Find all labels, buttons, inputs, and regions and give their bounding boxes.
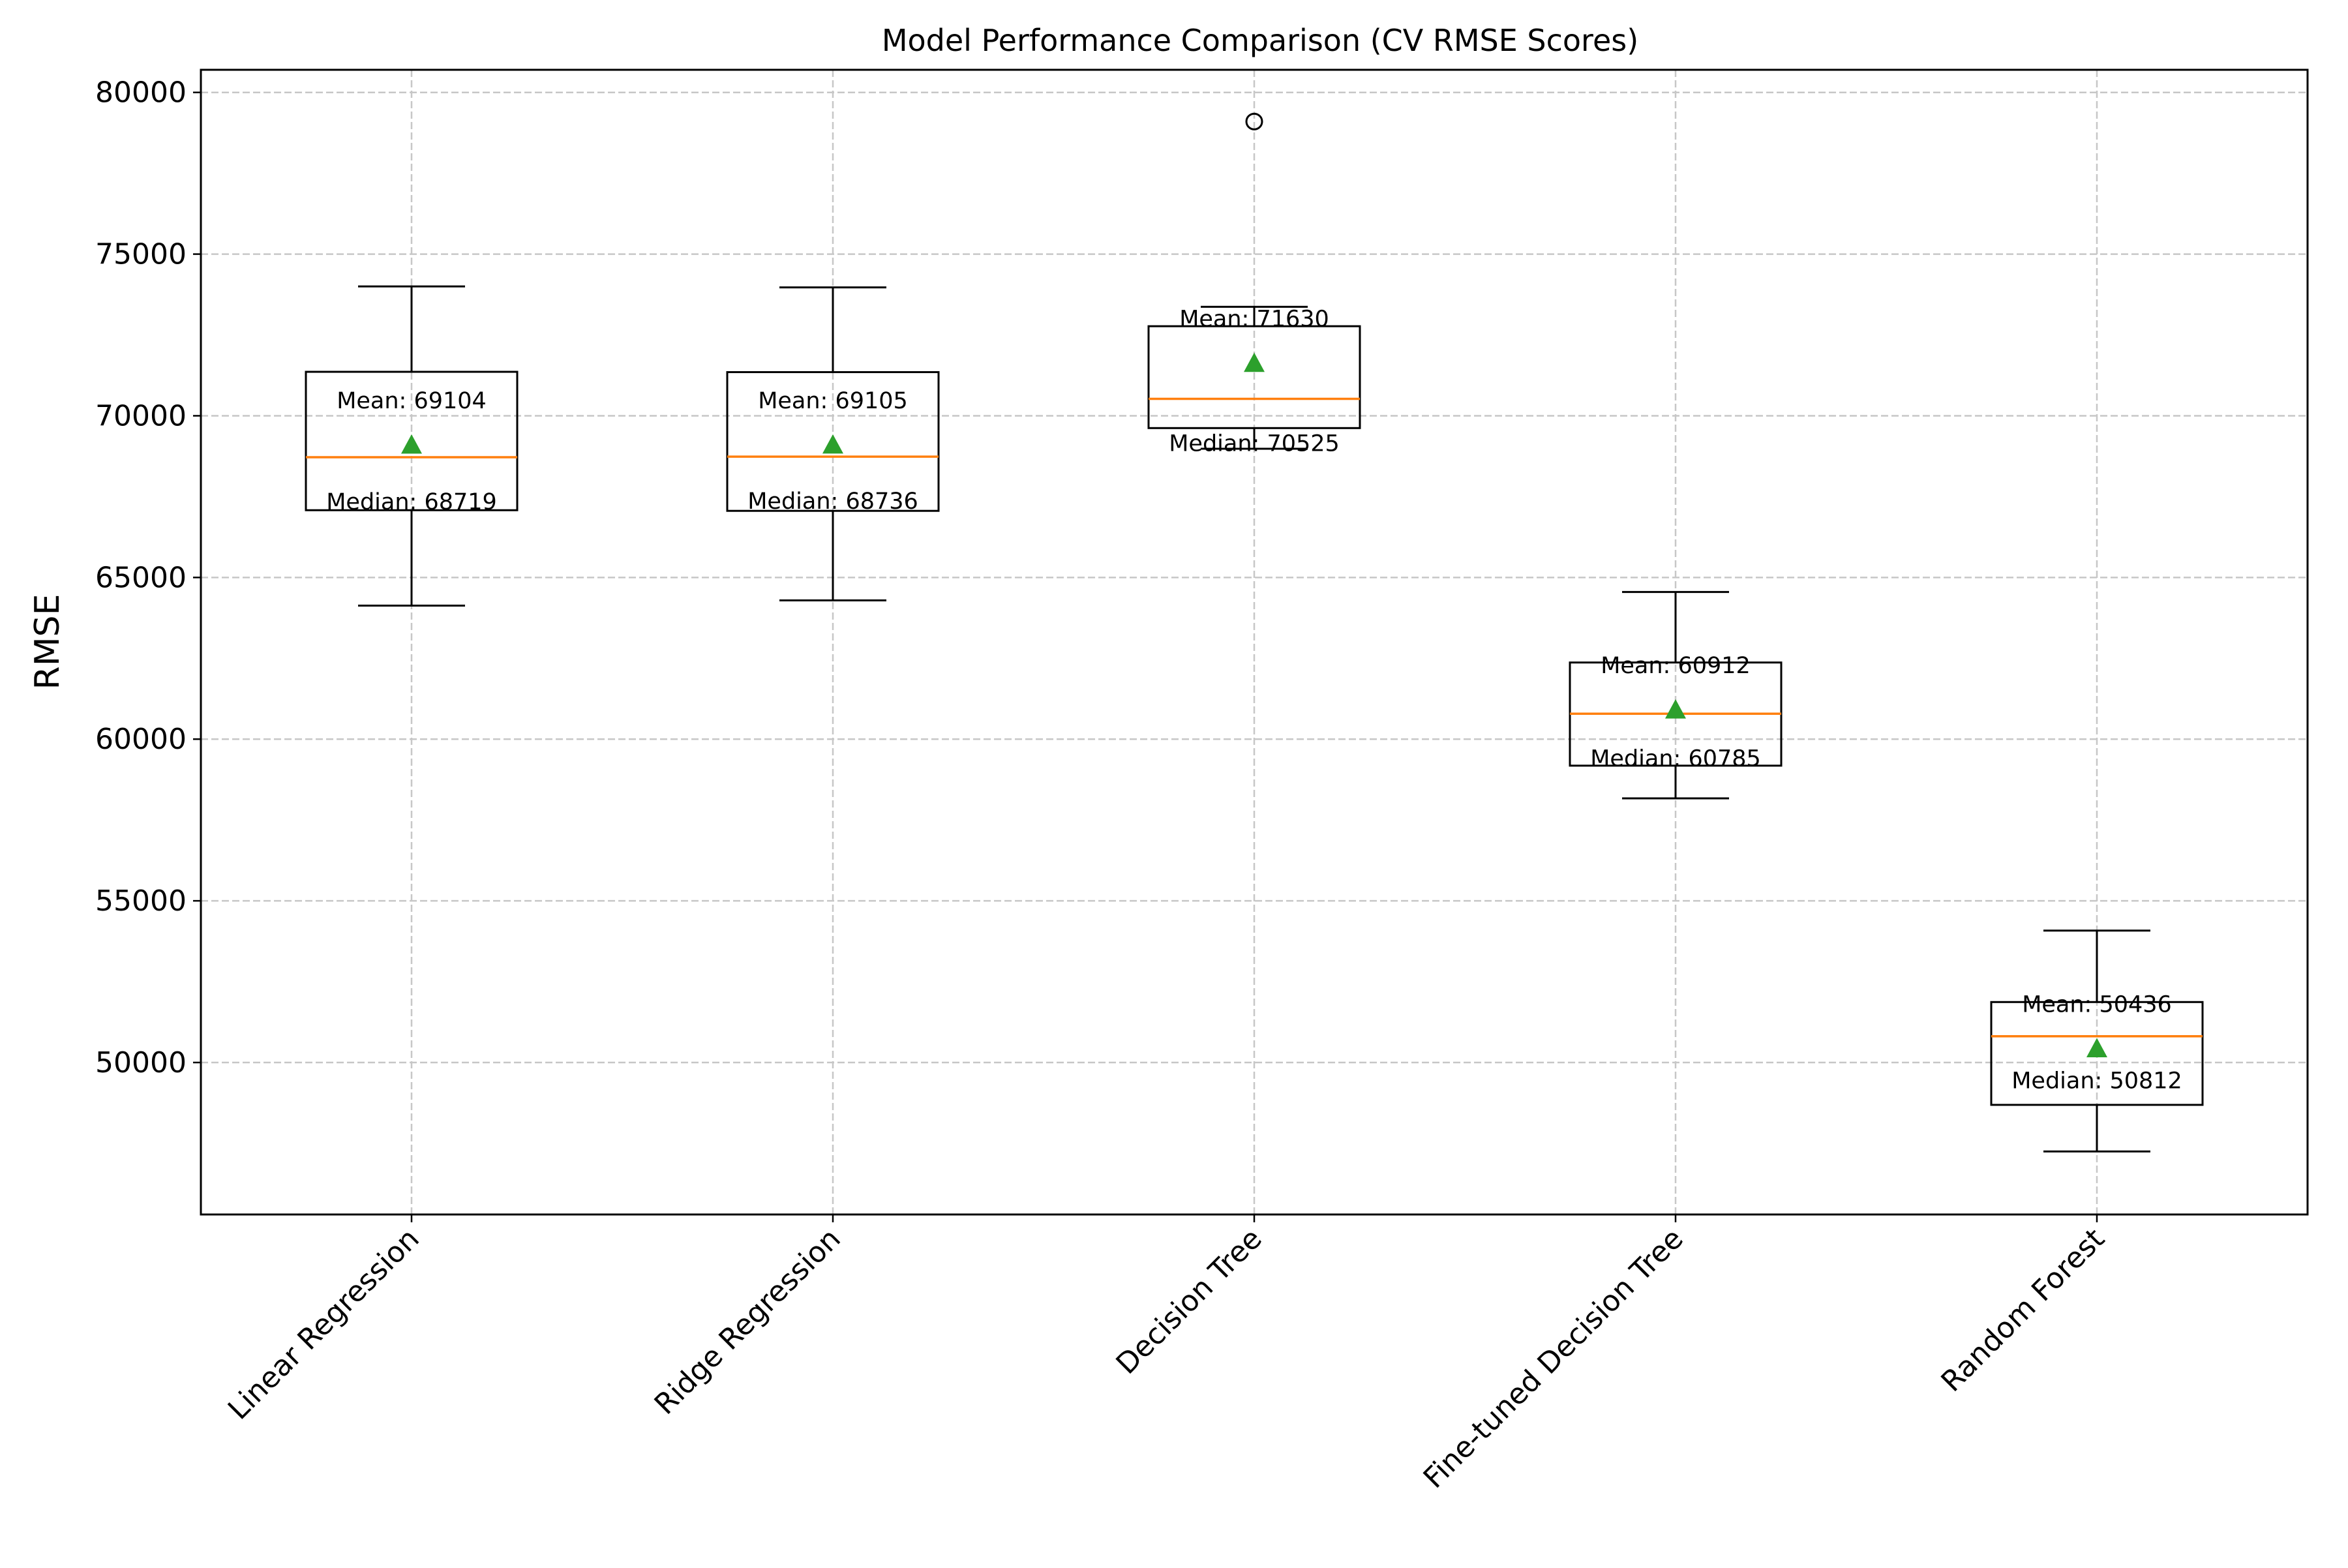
y-tick-label: 75000	[95, 238, 187, 271]
interquartile-box	[305, 370, 519, 511]
interquartile-box	[1990, 1001, 2204, 1106]
box-plot-item	[726, 286, 940, 602]
y-tick-label: 50000	[95, 1046, 187, 1079]
median-annotation: Median: 70525	[1169, 430, 1340, 457]
box-plot-item	[1990, 929, 2204, 1153]
mean-annotation: Mean: 69105	[758, 388, 908, 414]
box-layer	[305, 112, 2204, 1153]
mean-annotation: Mean: 71630	[1179, 307, 1329, 333]
chart-title: Model Performance Comparison (CV RMSE Sc…	[882, 23, 1638, 58]
box-plot-item	[1569, 591, 1783, 800]
y-tick-label: 60000	[95, 723, 187, 756]
median-annotation: Median: 50812	[2011, 1068, 2182, 1094]
median-annotation: Median: 60785	[1590, 746, 1761, 772]
mean-marker	[1244, 352, 1265, 372]
outlier-point	[1245, 112, 1263, 130]
mean-marker	[2086, 1038, 2107, 1057]
y-tick-label: 70000	[95, 399, 187, 432]
mean-marker	[822, 434, 843, 454]
y-axis-label: RMSE	[28, 594, 67, 690]
median-annotation: Median: 68736	[747, 489, 918, 515]
annotation-layer: Mean: 69104 Median: 68719 Mean: 69105 Media…	[326, 307, 2182, 1094]
interquartile-box	[726, 371, 940, 512]
median-annotation: Median: 68719	[326, 489, 497, 515]
y-tick-label: 55000	[95, 884, 187, 918]
y-tick-label: 80000	[95, 76, 187, 110]
mean-annotation: Mean: 69104	[337, 388, 487, 414]
box-plot-item	[1147, 112, 1361, 450]
grid-layer	[201, 70, 2308, 1214]
interquartile-box	[1147, 325, 1361, 429]
mean-annotation: Mean: 60912	[1601, 653, 1751, 679]
mean-annotation: Mean: 50436	[2022, 991, 2172, 1018]
y-tick-label: 65000	[95, 561, 187, 594]
mean-marker	[1665, 699, 1686, 719]
mean-marker	[401, 434, 422, 454]
box-plot-item	[305, 285, 519, 607]
